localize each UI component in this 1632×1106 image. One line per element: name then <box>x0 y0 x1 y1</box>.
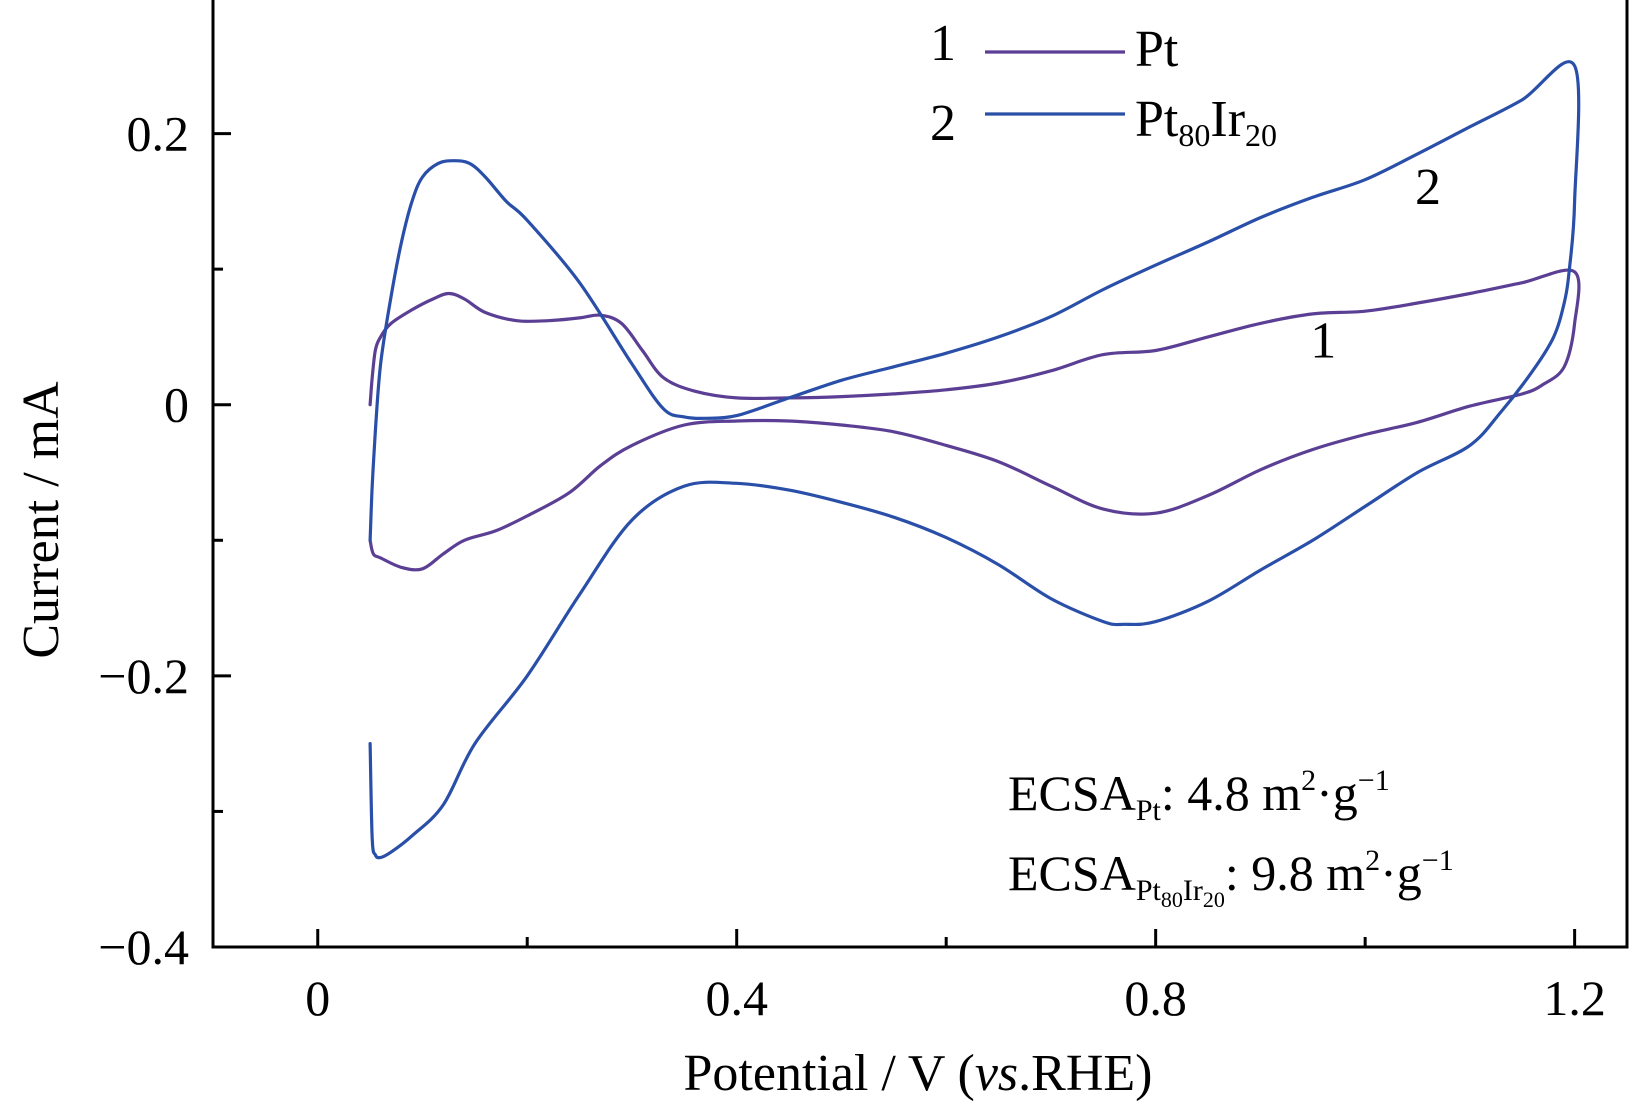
legend-number-1: 1 <box>930 15 956 72</box>
series-2-curve <box>368 60 1581 860</box>
y-tick-label: 0.2 <box>127 106 190 162</box>
plot-frame <box>211 0 1629 949</box>
series-1-curve <box>368 268 1581 572</box>
chart-labels: 0 0.4 0.8 1.2 0.2 0 −0.2 −0.4 1 2 <box>98 106 1606 1026</box>
curve-label-1: 1 <box>1310 312 1336 369</box>
x-tick-label: 0.8 <box>1124 970 1187 1026</box>
legend: 1 Pt 2 Pt80Ir20 <box>930 15 1277 153</box>
y-tick-label: 0 <box>164 377 189 433</box>
y-axis-label: Current / mA <box>13 381 70 659</box>
x-tick-label: 1.2 <box>1543 970 1606 1026</box>
ecsa-annotations: ECSAPt: 4.8 m2·g−1 ECSAPt80Ir20: 9.8 m2·… <box>1008 764 1454 912</box>
ecsa-ptir-annotation: ECSAPt80Ir20: 9.8 m2·g−1 <box>1008 844 1454 912</box>
legend-label-2: Pt80Ir20 <box>1135 91 1277 153</box>
x-tick-label: 0 <box>305 970 330 1026</box>
axis-ticks <box>213 132 1577 949</box>
ecsa-pt-annotation: ECSAPt: 4.8 m2·g−1 <box>1008 764 1390 827</box>
data-curves <box>368 60 1581 860</box>
y-tick-label: −0.4 <box>98 919 189 975</box>
x-axis-label: Potential / V (vs.RHE) <box>684 1045 1153 1102</box>
legend-number-2: 2 <box>930 95 956 152</box>
curve-label-2: 2 <box>1415 159 1441 216</box>
x-tick-label: 0.4 <box>705 970 768 1026</box>
y-tick-label: −0.2 <box>98 648 189 704</box>
legend-label-1: Pt <box>1135 21 1179 78</box>
